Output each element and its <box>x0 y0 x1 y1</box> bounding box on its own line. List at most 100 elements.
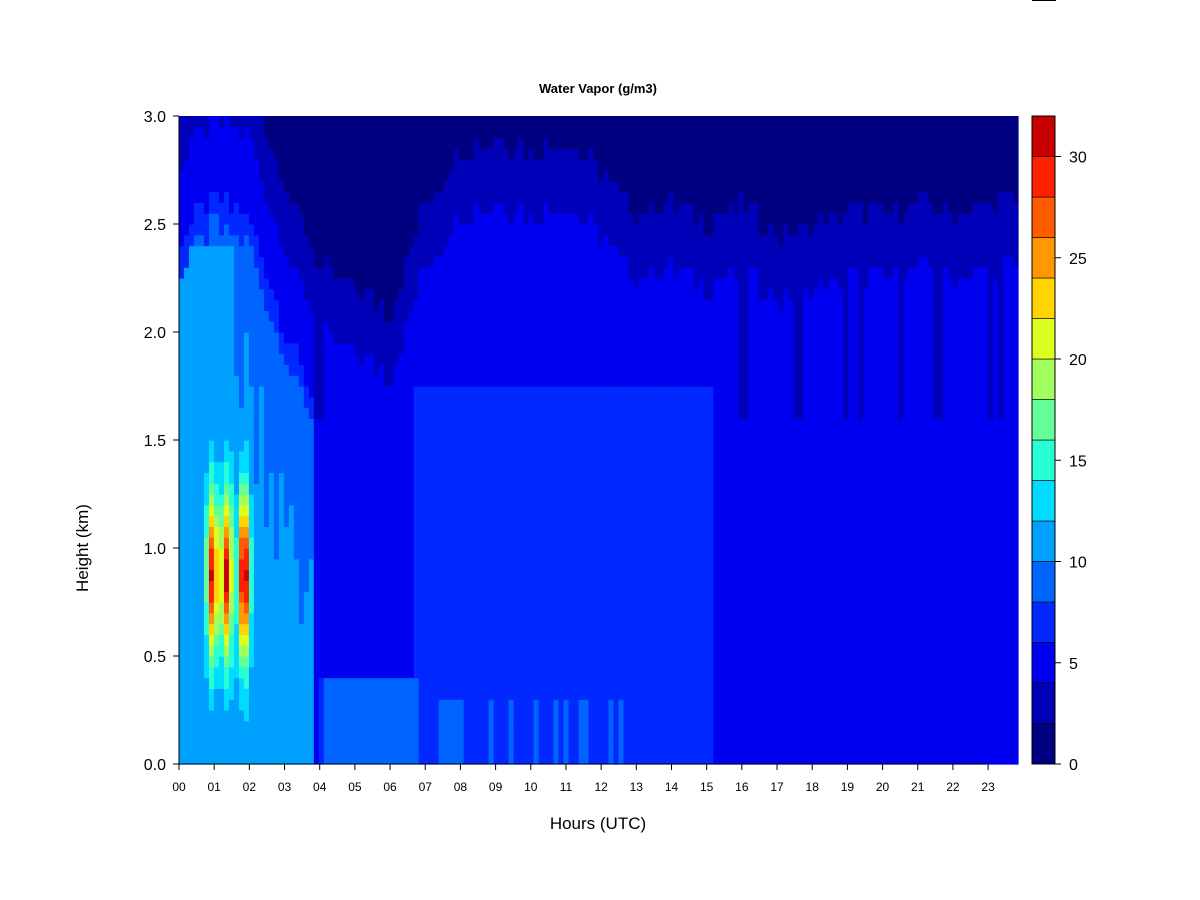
heatmap-cell <box>193 634 200 646</box>
heatmap-cell <box>558 148 565 160</box>
heatmap-cell <box>358 537 365 549</box>
heatmap-cell <box>433 494 440 506</box>
heatmap-cell <box>403 450 410 463</box>
heatmap-cell <box>248 353 255 365</box>
heatmap-cell <box>258 580 265 592</box>
heatmap-cell <box>293 753 300 765</box>
heatmap-cell <box>508 375 515 387</box>
heatmap-cell <box>473 418 480 430</box>
heatmap-cell <box>373 137 380 149</box>
heatmap-cell <box>283 310 290 322</box>
heatmap-cell <box>228 710 235 722</box>
heatmap-cell <box>428 591 435 603</box>
heatmap-cell <box>278 116 285 128</box>
heatmap-cell <box>338 526 345 538</box>
heatmap-cell <box>493 461 500 473</box>
heatmap-cell <box>478 202 485 214</box>
heatmap-cell <box>493 126 500 139</box>
heatmap-cell <box>313 710 320 722</box>
heatmap-cell <box>288 267 295 279</box>
heatmap-cell <box>513 332 520 344</box>
heatmap-cell <box>293 256 300 268</box>
heatmap-cell <box>223 278 230 290</box>
heatmap-cell <box>458 569 465 581</box>
heatmap-cell <box>488 375 495 387</box>
heatmap-cell <box>353 180 360 193</box>
heatmap-cell <box>288 472 295 484</box>
heatmap-cell <box>388 407 395 419</box>
heatmap-cell <box>558 526 565 538</box>
heatmap-cell <box>293 602 300 614</box>
heatmap-cell <box>363 731 370 743</box>
heatmap-cell <box>383 612 390 625</box>
heatmap-cell <box>203 148 210 160</box>
heatmap-cell <box>478 753 485 765</box>
heatmap-cell <box>513 126 520 139</box>
heatmap-cell <box>393 202 400 214</box>
heatmap-cell <box>558 440 565 452</box>
heatmap-cell <box>208 375 215 387</box>
heatmap-cell <box>268 688 275 700</box>
heatmap-cell <box>568 645 575 657</box>
heatmap-cell <box>458 645 465 657</box>
heatmap-cell <box>498 645 505 657</box>
heatmap-cell <box>273 180 280 193</box>
heatmap-cell <box>208 548 215 560</box>
heatmap-cell <box>428 461 435 473</box>
heatmap-cell <box>488 699 495 711</box>
heatmap-cell <box>383 656 390 668</box>
heatmap-cell <box>428 256 435 268</box>
heatmap-cell <box>378 386 385 398</box>
heatmap-cell <box>393 126 400 139</box>
heatmap-cell <box>358 191 365 203</box>
heatmap-cell <box>188 461 195 473</box>
heatmap-cell <box>418 461 425 473</box>
heatmap-cell <box>533 666 540 679</box>
heatmap-cell <box>398 731 405 743</box>
heatmap-cell <box>513 526 520 538</box>
heatmap-cell <box>223 688 230 700</box>
heatmap-cell <box>448 591 455 603</box>
heatmap-cell <box>283 148 290 160</box>
heatmap-cell <box>493 450 500 463</box>
heatmap-cell <box>203 677 210 689</box>
heatmap-cell <box>383 126 390 139</box>
heatmap-cell <box>373 645 380 657</box>
heatmap-cell <box>508 656 515 668</box>
heatmap-cell <box>428 699 435 711</box>
heatmap-cell <box>258 548 265 560</box>
heatmap-cell <box>538 191 545 203</box>
heatmap-cell <box>228 180 235 193</box>
heatmap-cell <box>313 602 320 614</box>
heatmap-cell <box>393 580 400 592</box>
heatmap-cell <box>373 213 380 225</box>
heatmap-cell <box>228 429 235 441</box>
heatmap-cell <box>448 332 455 344</box>
heatmap-cell <box>413 299 420 311</box>
heatmap-cell <box>363 170 370 182</box>
heatmap-cell <box>198 515 205 527</box>
heatmap-cell <box>418 386 425 398</box>
heatmap-cell <box>398 299 405 311</box>
heatmap-cell <box>438 753 445 765</box>
heatmap-cell <box>238 720 245 733</box>
heatmap-cell <box>308 429 315 441</box>
heatmap-cell <box>458 310 465 322</box>
heatmap-cell <box>443 170 450 182</box>
heatmap-cell <box>328 472 335 484</box>
heatmap-cell <box>179 353 185 365</box>
heatmap-cell <box>523 591 530 603</box>
heatmap-cell <box>438 731 445 743</box>
heatmap-cell <box>538 299 545 311</box>
heatmap-cell <box>558 386 565 398</box>
heatmap-cell <box>588 602 595 614</box>
heatmap-cell <box>538 396 545 409</box>
heatmap-cell <box>248 278 255 290</box>
heatmap-cell <box>508 364 515 376</box>
heatmap-cell <box>268 137 275 149</box>
heatmap-cell <box>273 731 280 743</box>
heatmap-cell <box>333 148 340 160</box>
heatmap-cell <box>253 396 260 409</box>
heatmap-cell <box>263 386 270 398</box>
heatmap-cell <box>273 429 280 441</box>
